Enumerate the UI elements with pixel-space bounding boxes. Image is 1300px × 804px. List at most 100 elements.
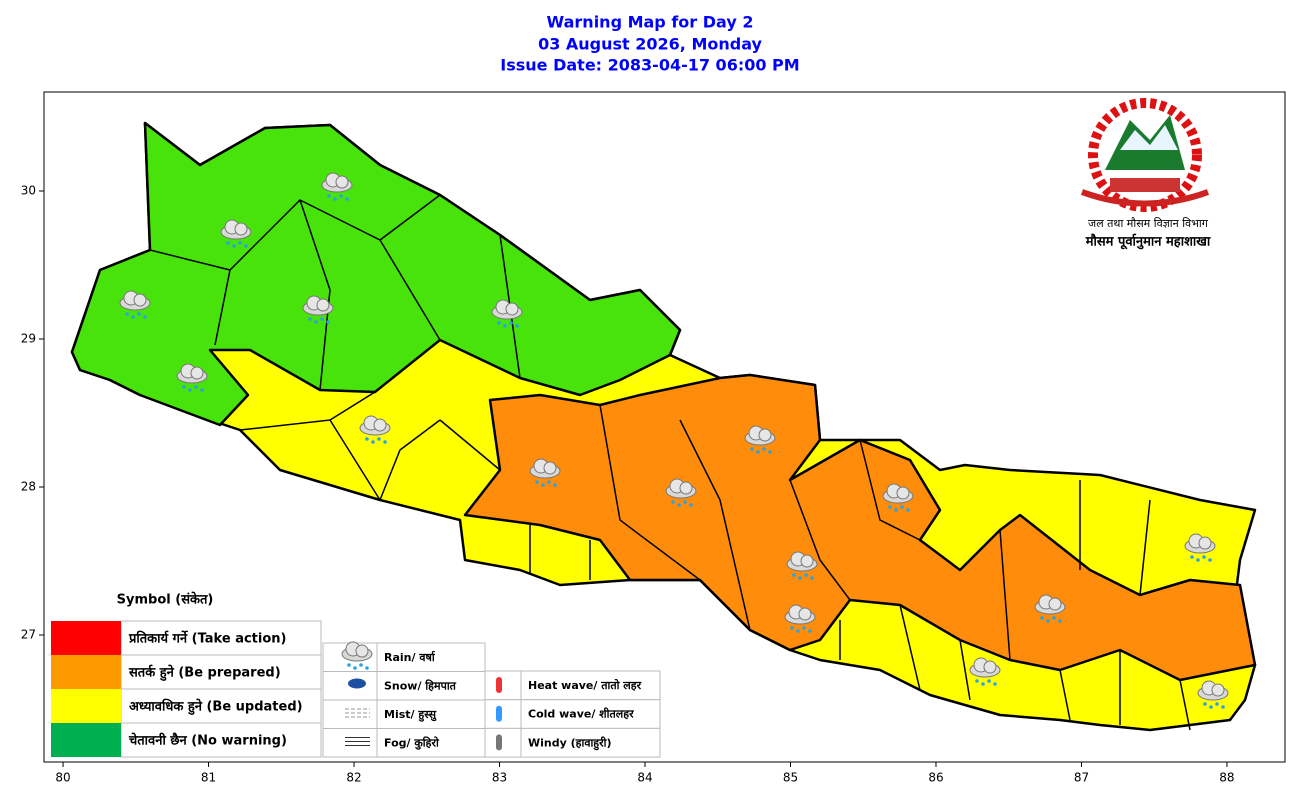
x-tick-label: 83 [492, 771, 507, 785]
legend-title: Symbol (संकेत) [117, 592, 214, 608]
drop [798, 576, 802, 580]
drop [515, 324, 519, 328]
drop [143, 315, 147, 319]
drop [768, 450, 772, 454]
level-cell [120, 620, 322, 656]
symbol-cell [376, 699, 486, 729]
drop [509, 321, 513, 325]
x-tick-label: 80 [55, 771, 70, 785]
x-tick-label: 81 [201, 771, 216, 785]
drop [541, 483, 545, 487]
drop [553, 483, 557, 487]
symbol-cell [520, 670, 661, 701]
cloud [679, 481, 693, 495]
symbol-label: Windy (हावाहुरी) [528, 735, 612, 750]
x-tick-label: 85 [783, 771, 798, 785]
cloud [1211, 683, 1225, 697]
cloud [190, 366, 204, 380]
drop [365, 666, 369, 670]
drop [796, 629, 800, 633]
cloud [1048, 597, 1062, 611]
x-tick-label: 82 [346, 771, 361, 785]
drop [131, 315, 135, 319]
drop [194, 385, 198, 389]
drop [339, 194, 343, 198]
symbol-label: Heat wave/ तातो लहर [528, 678, 642, 692]
symbol-icon [496, 705, 502, 722]
drop [314, 320, 318, 324]
emblem [1080, 98, 1210, 212]
drop [503, 324, 507, 328]
drop [359, 663, 363, 667]
drop [327, 194, 331, 198]
cloud [505, 302, 519, 316]
drop [750, 447, 754, 451]
drop [1040, 616, 1044, 620]
drop [333, 197, 337, 201]
org-line1: जल तथा मौसम विज्ञान विभाग [1088, 217, 1209, 230]
symbol-cell [376, 728, 486, 758]
symbol-icon [496, 677, 502, 693]
drop [888, 505, 892, 509]
drop [1052, 616, 1056, 620]
symbol-label: Cold wave/ शीतलहर [528, 707, 634, 721]
drop [790, 626, 794, 630]
drop [671, 500, 675, 504]
drop [1058, 619, 1062, 623]
symbol-label: Snow/ हिमपात [384, 679, 457, 693]
cloud [798, 607, 812, 621]
cloud [543, 461, 557, 475]
symbol-icon-cell [322, 699, 378, 729]
drop [371, 440, 375, 444]
drop [326, 320, 330, 324]
drop [993, 682, 997, 686]
drop [900, 505, 904, 509]
drop [1046, 619, 1050, 623]
symbol-icon [496, 734, 502, 751]
cloud [355, 644, 369, 658]
drop [810, 576, 814, 580]
drop [762, 447, 766, 451]
drop [320, 317, 324, 321]
drop [756, 450, 760, 454]
drop [1221, 705, 1225, 709]
level-swatch [51, 621, 121, 655]
drop [226, 241, 230, 245]
drop [238, 241, 242, 245]
drop [1203, 702, 1207, 706]
drop [125, 312, 129, 316]
symbol-label: Rain/ वर्षा [384, 650, 436, 664]
symbol-cell [376, 671, 486, 701]
level-label: चेतावनी छैन (No warning) [128, 733, 287, 749]
drop [792, 573, 796, 577]
symbol-label: Mist/ हुस्सु [384, 708, 437, 722]
drop [802, 626, 806, 630]
cloud [896, 486, 910, 500]
symbol-icon-cell [322, 728, 378, 758]
drop [497, 321, 501, 325]
level-cell [120, 654, 322, 690]
drop [808, 629, 812, 633]
cloud [373, 418, 387, 432]
level-swatch [51, 655, 121, 689]
drop [683, 500, 687, 504]
drop [981, 682, 985, 686]
cloud [758, 428, 772, 442]
y-tick-label: 28 [21, 480, 36, 494]
symbol-cell [376, 642, 486, 672]
cloud [800, 554, 814, 568]
level-label: सतर्क हुने (Be prepared) [128, 665, 281, 682]
title: Warning Map for Day 2 [547, 13, 754, 32]
org-line2: मौसम पूर्वानुमान महाशाखा [1085, 234, 1211, 250]
symbol-icon-cell [484, 670, 522, 701]
cloud [316, 298, 330, 312]
drop [1202, 555, 1206, 559]
cloud [1198, 536, 1212, 550]
x-tick-label: 88 [1219, 771, 1234, 785]
level-label: अध्यावधिक हुने (Be updated) [129, 699, 303, 716]
y-tick-label: 27 [21, 628, 36, 642]
snow-icon [348, 678, 366, 689]
drop [188, 388, 192, 392]
